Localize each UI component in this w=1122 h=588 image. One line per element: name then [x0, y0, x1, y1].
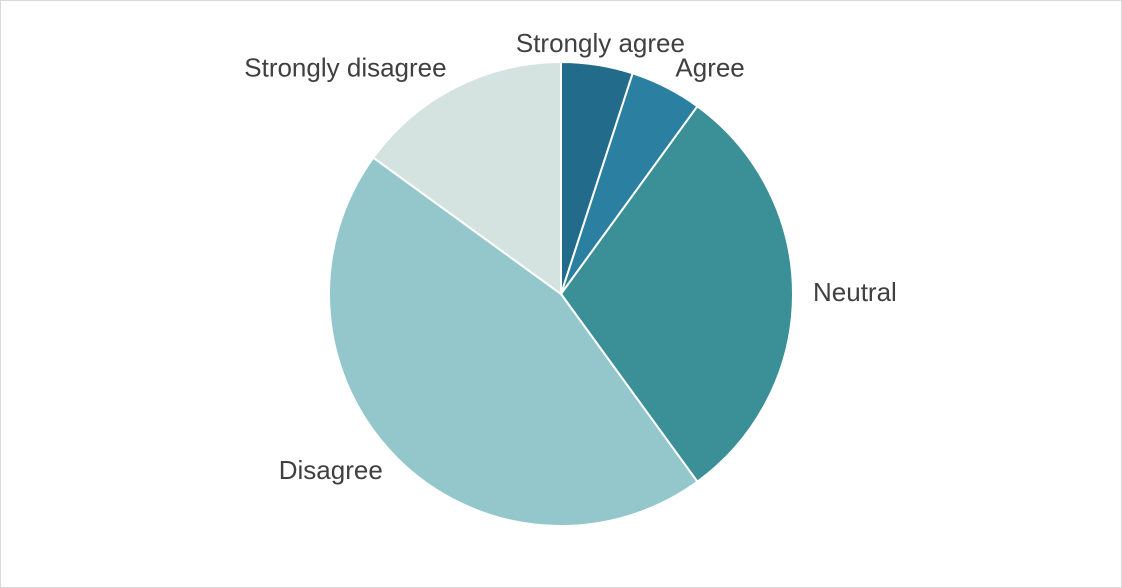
- slice-label: Neutral: [813, 277, 897, 307]
- slice-label: Strongly agree: [516, 28, 685, 58]
- pie-slice: [328, 156, 699, 527]
- slice-label: Agree: [675, 52, 744, 82]
- slice-label: Strongly disagree: [244, 52, 446, 82]
- pie-slice: [559, 104, 794, 484]
- pie-slice: [371, 60, 562, 296]
- slice-label: Disagree: [279, 455, 383, 485]
